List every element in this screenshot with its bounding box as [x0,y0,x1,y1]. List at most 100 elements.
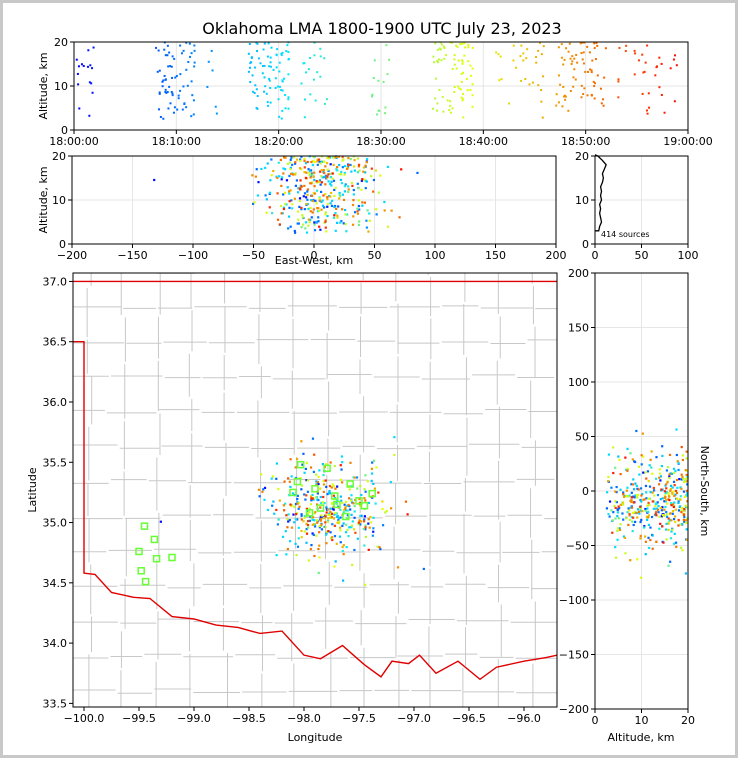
time-altitude-point [378,109,381,112]
time-altitude-point [171,92,174,95]
altitude-northsouth-point [635,484,638,488]
map-source-point [315,473,318,476]
map-source-point [341,461,344,464]
time-altitude-point [646,112,649,115]
eastwest-altitude-point [306,188,310,191]
time-altitude-point [644,61,647,64]
lma-station-marker [140,522,149,530]
eastwest-altitude-point [309,206,312,210]
county-boundary [73,305,557,310]
time-altitude-point [568,42,571,45]
eastwest-altitude-point [300,208,303,211]
eastwest-altitude-point [366,158,369,161]
time-altitude-point [459,43,462,46]
eastwest-altitude-point [332,216,336,219]
altitude-northsouth-point [673,532,676,536]
altitude-northsouth-point [658,476,661,479]
map-source-point [289,458,292,461]
altitude-northsouth-point [640,518,643,522]
time-altitude-point [91,91,94,94]
altitude-northsouth-point [653,513,657,516]
map-source-point [286,526,289,529]
map-source-point [329,531,332,534]
map-source-point [406,513,409,516]
altitude-northsouth-point [664,500,667,503]
time-altitude-point [572,76,575,79]
altitude-northsouth-point [665,515,669,518]
altitude-northsouth-point [622,518,625,521]
altitude-northsouth-point [626,486,629,489]
map-xtick-label: −99.5 [122,712,156,725]
eastwest-altitude-point [303,166,306,169]
altitude-northsouth-point [670,530,673,533]
time-altitude-point [571,60,574,63]
altitude-northsouth-point [652,500,656,503]
eastwest-altitude-point [288,190,291,193]
eastwest-altitude-point [318,209,321,213]
eastwest-altitude-point [282,193,285,196]
altitude-northsouth-point [648,485,652,488]
county-boundary [188,273,195,707]
map-source-point [333,513,336,516]
map-source-point [312,516,315,519]
altitude-northsouth-point [634,494,637,497]
eastwest-altitude-point [319,183,322,186]
time-altitude-point [206,85,209,88]
time-altitude-point [274,87,277,90]
time-altitude-point [278,61,281,64]
eastwest-altitude-point [343,190,346,193]
map-source-point [318,531,321,534]
map-source-point [295,553,298,557]
map-source-point [351,501,354,504]
map-source-point [306,509,309,513]
eastwest-altitude-point [313,160,317,164]
time-altitude-point [89,64,92,67]
altitude-northsouth-point [677,501,680,505]
eastwest-altitude-point [317,180,321,183]
altitude-northsouth-point [680,546,683,549]
eastwest-altitude-point [324,183,327,186]
altitude-northsouth-point [611,531,614,534]
eastwest-altitude-point [361,178,364,181]
map-source-point [328,489,331,493]
eastwest-altitude-point [290,199,293,202]
altitude-northsouth-point [625,494,628,498]
map-source-point [354,531,357,534]
altitude-northsouth-point [658,468,662,471]
time-altitude-point [281,79,284,82]
map-source-point [363,488,366,491]
map-source-point [338,520,341,523]
county-boundary [73,548,557,554]
time-altitude-point [601,98,604,101]
eastwest-altitude-point [329,176,332,179]
map-xtick-label: −97.0 [397,712,431,725]
map-source-point [343,503,346,506]
altitude-northsouth-xtick-label: 10 [635,714,649,727]
time-altitude-point [193,65,196,68]
altitude-northsouth-point [672,480,676,483]
eastwest-altitude-point [266,162,269,165]
map-source-point [347,497,351,500]
eastwest-altitude-point [313,155,316,158]
map-source-point [364,583,367,586]
time-altitude-point [453,63,456,66]
map-source-point [333,535,337,538]
map-source-point [364,526,367,529]
altitude-northsouth-point [667,521,670,524]
altitude-northsouth-point [639,507,642,510]
eastwest-altitude-point [336,214,339,217]
map-source-point [337,518,340,522]
altitude-northsouth-point [644,553,647,556]
map-source-point [319,519,322,522]
altitude-northsouth-point [669,560,672,563]
time-altitude-point [455,67,458,70]
altitude-northsouth-point [679,523,682,526]
eastwest-altitude-point [374,169,378,172]
map-source-point [370,472,374,475]
altitude-northsouth-point [668,518,672,521]
map-source-point [300,536,303,539]
eastwest-altitude-point [299,188,302,191]
eastwest-altitude-point [280,178,283,181]
